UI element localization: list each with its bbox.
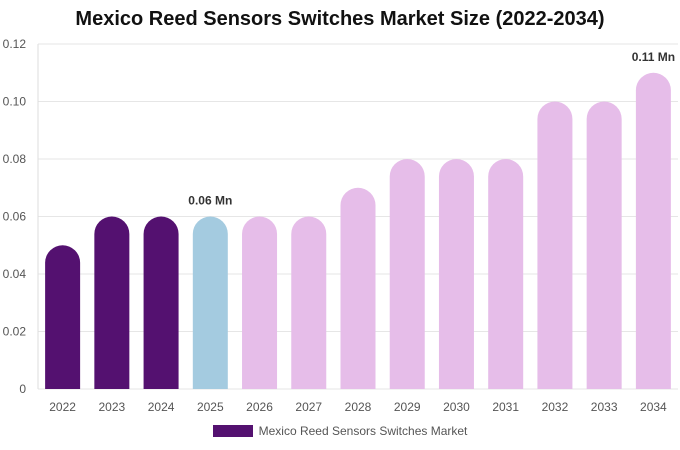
x-tick-label: 2022 <box>49 400 76 414</box>
bar-2034 <box>635 72 671 390</box>
data-label: 0.06 Mn <box>188 194 232 208</box>
x-tick-label: 2023 <box>98 400 125 414</box>
bar-2030 <box>438 159 474 389</box>
x-tick-label: 2030 <box>443 400 470 414</box>
legend: Mexico Reed Sensors Switches Market <box>0 424 680 438</box>
bar-2033 <box>586 101 622 389</box>
y-tick-label: 0.06 <box>3 210 27 224</box>
x-tick-label: 2031 <box>492 400 519 414</box>
bar-2026 <box>242 216 278 389</box>
x-tick-label: 2025 <box>197 400 224 414</box>
chart-title: Mexico Reed Sensors Switches Market Size… <box>75 8 605 30</box>
bar-2028 <box>340 187 376 389</box>
bar-2024 <box>143 216 179 389</box>
y-tick-label: 0.10 <box>3 95 27 109</box>
x-tick-label: 2034 <box>640 400 667 414</box>
y-tick-label: 0 <box>19 382 26 396</box>
x-tick-label: 2026 <box>246 400 273 414</box>
legend-label[interactable]: Mexico Reed Sensors Switches Market <box>258 424 468 438</box>
legend-swatch[interactable] <box>212 425 253 437</box>
bar-2027 <box>291 216 327 389</box>
x-tick-label: 2024 <box>148 400 175 414</box>
data-label: 0.11 Mn <box>632 50 675 64</box>
bar-2023 <box>94 216 130 389</box>
bar-2025 <box>192 216 228 389</box>
x-tick-label: 2028 <box>345 400 372 414</box>
bar-2029 <box>389 159 425 389</box>
x-tick-label: 2029 <box>394 400 421 414</box>
y-tick-label: 0.08 <box>3 152 27 166</box>
bar-2022 <box>45 245 81 389</box>
bar-2032 <box>537 101 573 389</box>
y-tick-label: 0.12 <box>3 37 27 51</box>
x-tick-label: 2033 <box>591 400 618 414</box>
x-tick-label: 2032 <box>542 400 569 414</box>
y-tick-label: 0.02 <box>3 325 27 339</box>
x-tick-label: 2027 <box>295 400 322 414</box>
bar-2031 <box>488 159 524 389</box>
y-tick-label: 0.04 <box>3 267 27 281</box>
